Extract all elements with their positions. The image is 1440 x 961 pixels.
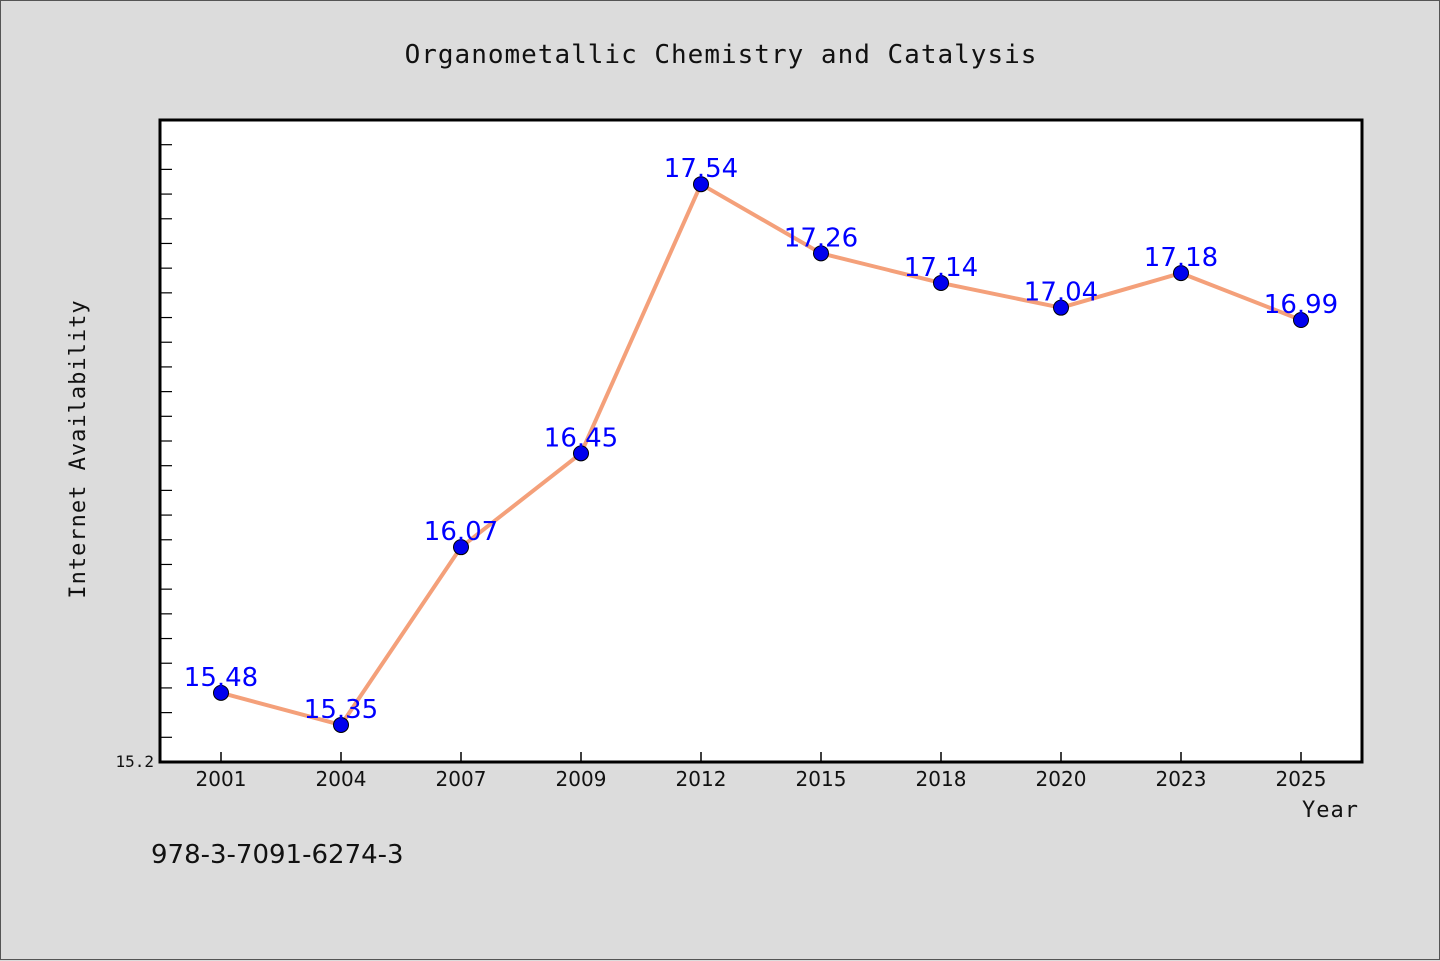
data-point	[573, 445, 589, 462]
y-axis-label: Internet Availability	[66, 299, 91, 598]
y-min-tick-label: 15.2	[115, 752, 154, 771]
x-tick-label: 2025	[1276, 767, 1327, 791]
data-label: 17.26	[784, 223, 858, 253]
data-label: 16.07	[424, 517, 498, 547]
y-axis-ticks	[160, 144, 172, 738]
data-point	[813, 245, 829, 262]
x-tick-label: 2004	[316, 767, 367, 791]
data-point	[333, 716, 349, 733]
x-tick-label: 2012	[676, 767, 727, 791]
data-label: 16.99	[1264, 290, 1338, 320]
data-label: 15.48	[184, 663, 258, 693]
x-axis-ticks: 2001 2004 2007 2009 2012 2015 2018 2020 2023 2025	[196, 752, 1327, 791]
data-label: 17.18	[1144, 243, 1218, 273]
x-tick-label: 2018	[916, 767, 967, 791]
data-point	[1293, 312, 1309, 329]
x-tick-label: 2020	[1036, 767, 1087, 791]
data-label: 16.45	[544, 423, 618, 453]
isbn-text: 978-3-7091-6274-3	[151, 840, 404, 870]
data-label: 17.14	[904, 253, 978, 283]
plot-area	[158, 118, 1364, 764]
series-group: 15.48 15.35 16.07 16.45 17.54 17.26 17.14 17.04…	[184, 154, 1338, 733]
chart-title: Organometallic Chemistry and Catalysis	[405, 40, 1038, 70]
x-tick-label: 2015	[796, 767, 847, 791]
series-line	[219, 182, 1303, 727]
data-label: 15.35	[304, 695, 378, 725]
data-point	[453, 539, 469, 556]
x-tick-label: 2001	[196, 767, 247, 791]
data-point	[693, 176, 709, 193]
data-label: 17.04	[1024, 278, 1098, 308]
x-tick-label: 2007	[436, 767, 487, 791]
data-point	[933, 274, 949, 291]
data-label: 17.54	[664, 154, 738, 184]
x-tick-label: 2023	[1156, 767, 1207, 791]
x-axis-label: Year	[1302, 798, 1359, 823]
data-point	[1053, 299, 1069, 316]
data-point	[1173, 265, 1189, 282]
x-tick-label: 2009	[556, 767, 607, 791]
data-point	[213, 684, 229, 701]
